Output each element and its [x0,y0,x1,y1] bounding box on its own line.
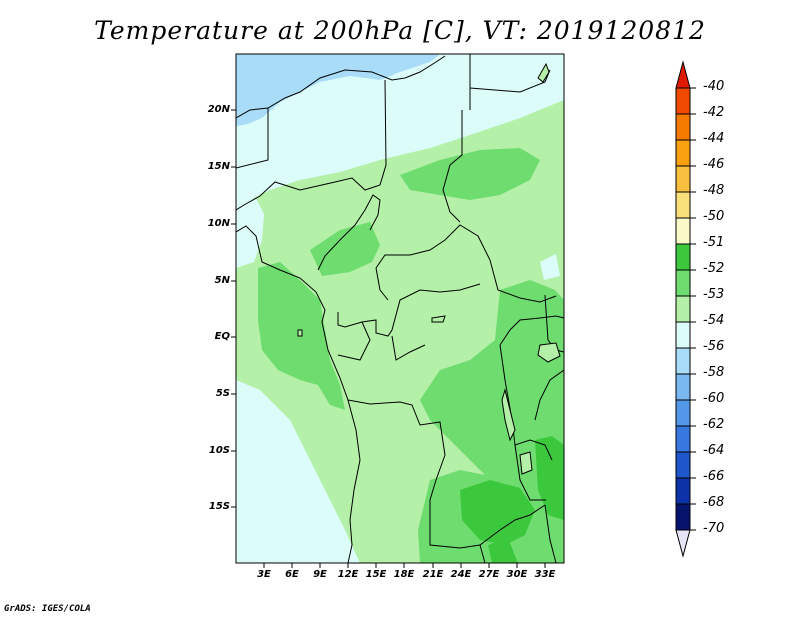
colorbar-box [676,140,690,166]
colorbar-box [676,400,690,426]
colorbar-bottom-arrow [676,530,690,556]
colorbar-box [676,426,690,452]
colorbar-label: -66 [703,469,724,484]
colorbar-label: -56 [703,339,724,354]
colorbar-top-arrow [676,62,690,88]
colorbar-box [676,348,690,374]
grads-credit: GrADS: IGES/COLA [4,604,91,614]
colorbar-box [676,218,690,244]
colorbar-label: -48 [703,183,724,198]
colorbar-label: -42 [703,105,724,120]
colorbar-label: -44 [703,131,724,146]
colorbar-label: -52 [703,261,724,276]
colorbar-box [676,166,690,192]
colorbar-label: -60 [703,391,724,406]
colorbar-box [676,88,690,114]
colorbar-box [676,244,690,270]
colorbar-label: -58 [703,365,724,380]
colorbar-box [676,296,690,322]
colorbar-label: -62 [703,417,724,432]
colorbar-label: -53 [703,287,724,302]
colorbar-box [676,374,690,400]
colorbar-label: -51 [703,235,724,250]
colorbar-label: -64 [703,443,724,458]
colorbar-label: -46 [703,157,724,172]
colorbar-box [676,270,690,296]
colorbar-box [676,452,690,478]
colorbar-box [676,114,690,140]
colorbar-label: -70 [703,521,724,536]
colorbar-box [676,504,690,530]
colorbar-box [676,322,690,348]
colorbar-label: -40 [703,79,724,94]
colorbar-label: -54 [703,313,724,328]
colorbar-label: -68 [703,495,724,510]
colorbar-label: -50 [703,209,724,224]
colorbar-box [676,478,690,504]
colorbar-box [676,192,690,218]
